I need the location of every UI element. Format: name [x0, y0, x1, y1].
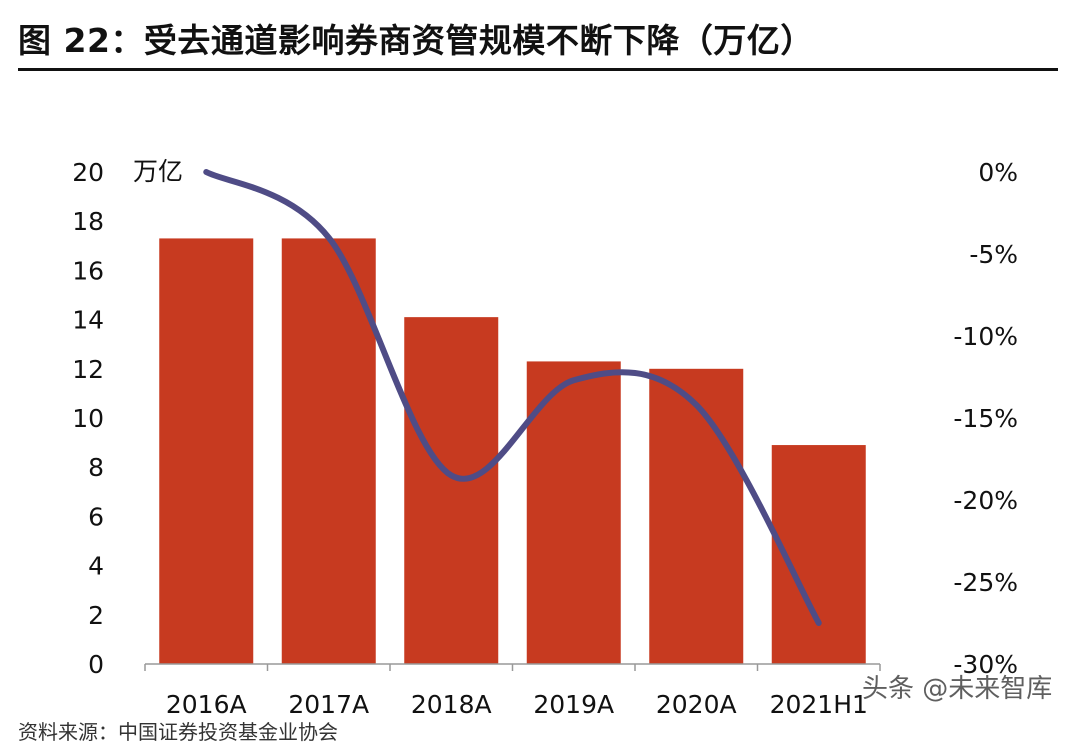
y2-tick-label: -25% [953, 568, 1018, 597]
x-tick-labels: 2016A 2017A 2018A 2019A 2020A 2021H1 [166, 690, 868, 719]
y-tick-label: 2 [88, 601, 104, 630]
y2-tick-label: -20% [953, 486, 1018, 515]
x-axis [145, 664, 880, 671]
x-tick-label: 2019A [533, 690, 614, 719]
y2-tick-label: -15% [953, 404, 1018, 433]
y-tick-label: 12 [72, 355, 104, 384]
y-tick-label: 20 [72, 158, 104, 187]
watermark: 头条 @未来智库 [862, 668, 1052, 705]
y-axis-unit-label: 万亿 [133, 157, 183, 186]
left-y-axis: 0 2 4 6 8 10 12 14 16 18 20 [72, 158, 104, 679]
y2-tick-label: -5% [969, 240, 1018, 269]
y-tick-label: 16 [72, 256, 104, 285]
bar-2018A [404, 317, 498, 664]
bar-2020A [649, 369, 743, 664]
y-tick-label: 18 [72, 207, 104, 236]
y-tick-label: 4 [88, 552, 104, 581]
y-tick-label: 14 [72, 306, 104, 335]
y-tick-label: 10 [72, 404, 104, 433]
x-tick-label: 2017A [288, 690, 369, 719]
x-tick-label: 2020A [656, 690, 737, 719]
x-tick-label: 2018A [411, 690, 492, 719]
y-tick-label: 8 [88, 453, 104, 482]
bar-series [159, 238, 866, 664]
y-tick-label: 6 [88, 502, 104, 531]
bar-2016A [159, 238, 253, 664]
y-tick-label: 0 [88, 650, 104, 679]
y2-tick-label: -10% [953, 322, 1018, 351]
right-y-axis: 0%-5%-10%-15%-20%-25%-30% [953, 158, 1018, 679]
y2-tick-label: 0% [978, 158, 1018, 187]
x-tick-label: 2016A [166, 690, 247, 719]
x-tick-label: 2021H1 [770, 690, 868, 719]
source-note: 资料来源：中国证券投资基金业协会 [18, 716, 338, 745]
